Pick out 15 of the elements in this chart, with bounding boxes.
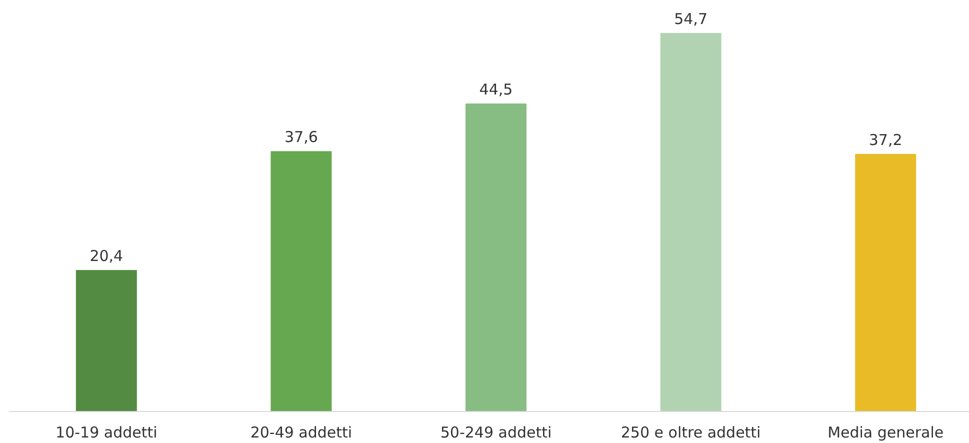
bar <box>270 151 332 411</box>
x-tick-label: 250 e oltre addetti <box>620 424 761 442</box>
data-label: 20,4 <box>90 247 124 266</box>
x-tick-label: Media generale <box>828 424 944 442</box>
x-tick-label: 10-19 addetti <box>56 424 158 442</box>
x-tick-label: 50-249 addetti <box>440 424 552 442</box>
bar <box>660 33 722 411</box>
data-label: 37,6 <box>284 128 318 146</box>
bar <box>76 270 137 411</box>
data-label: 44,5 <box>479 80 513 98</box>
bar <box>855 154 916 411</box>
data-label: 37,2 <box>868 130 902 149</box>
data-label: 54,7 <box>674 10 708 28</box>
bar <box>466 103 526 411</box>
x-tick-label: 20-49 addetti <box>250 424 352 442</box>
